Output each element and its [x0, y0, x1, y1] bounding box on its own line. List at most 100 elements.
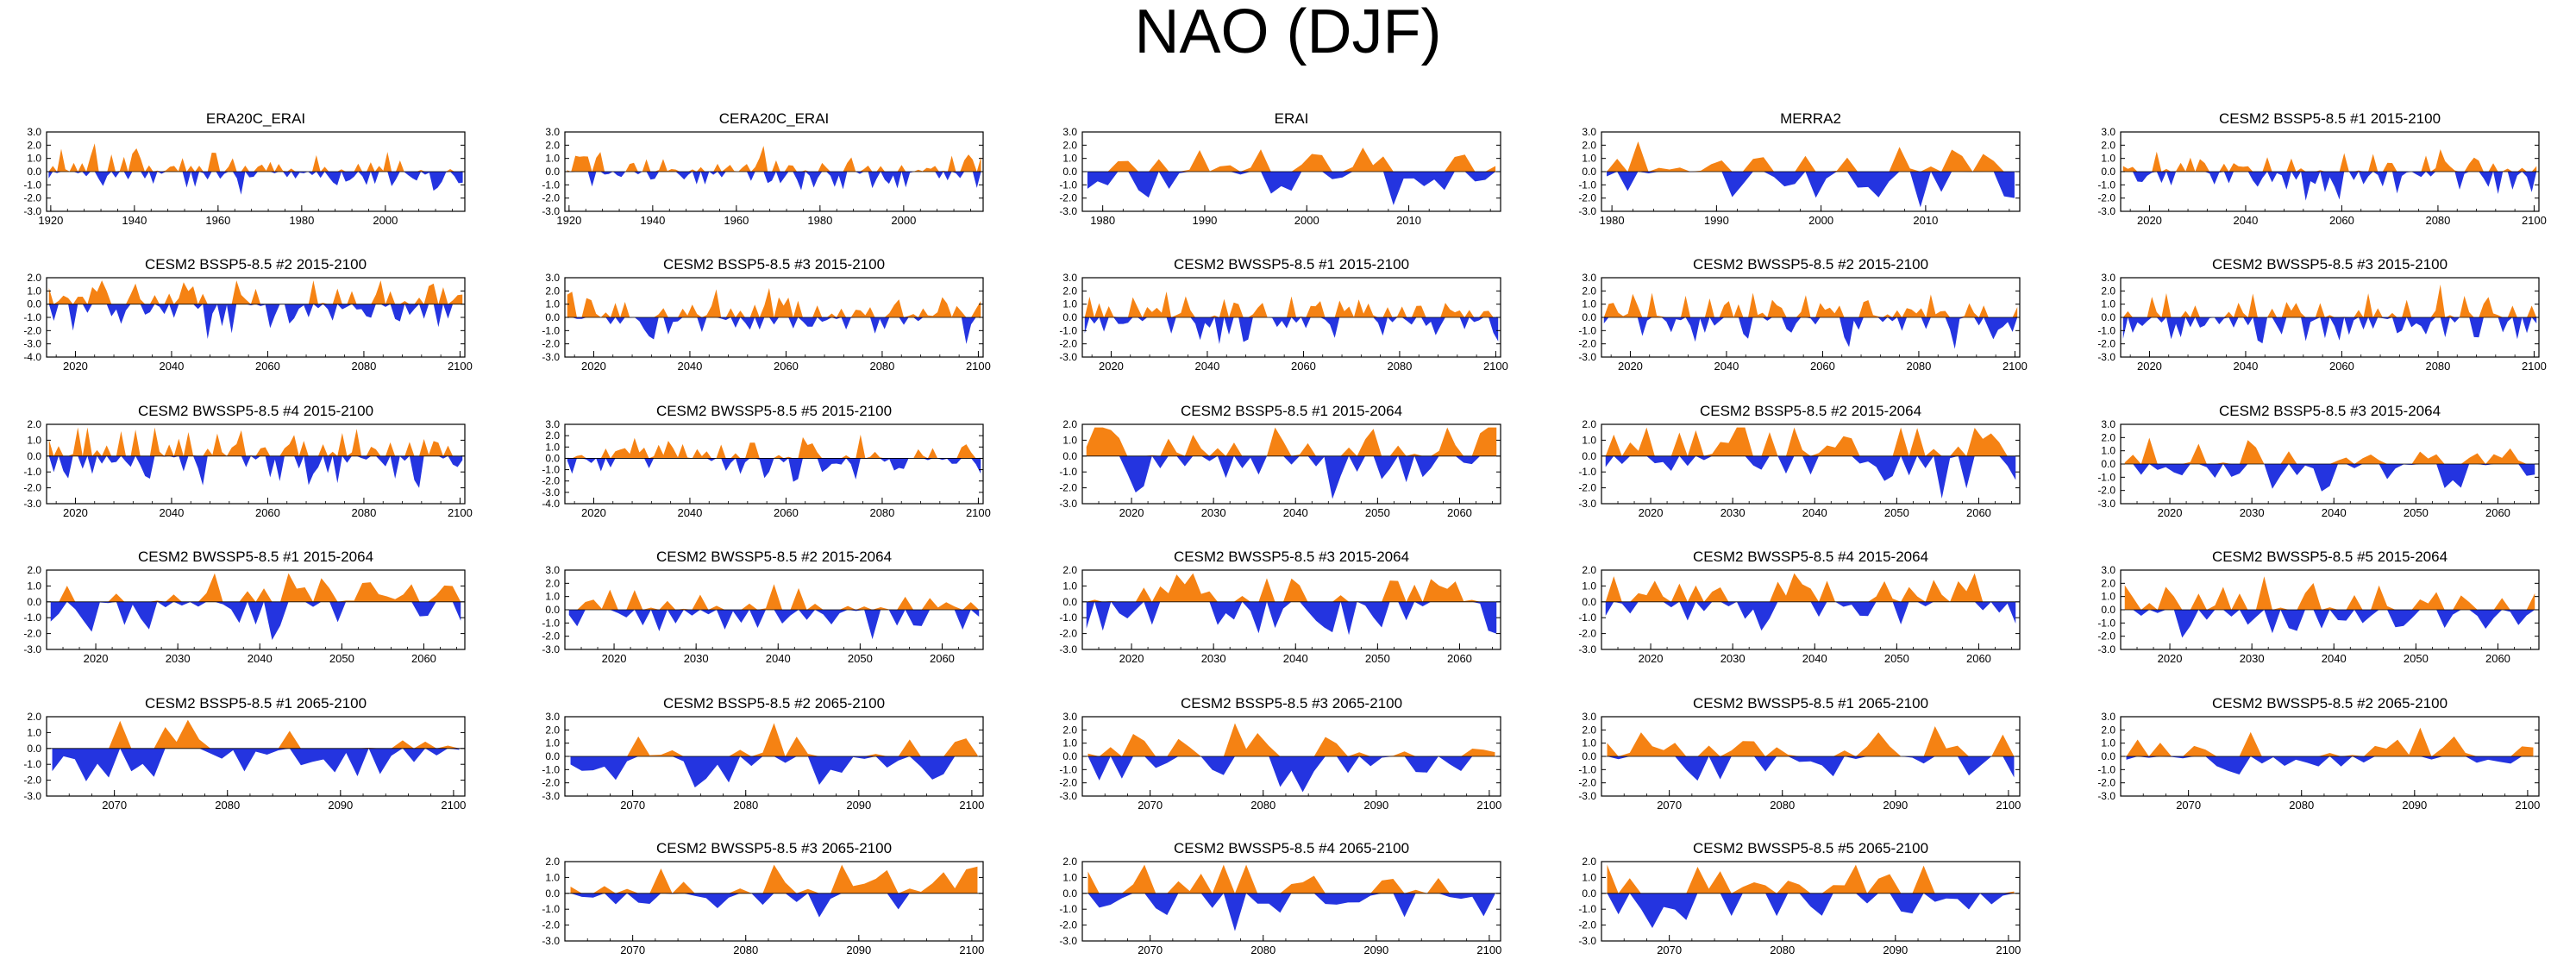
panel-title: CESM2 BWSSP5-8.5 #5 2015-2100: [656, 403, 892, 419]
x-tick-label: 2080: [2289, 799, 2314, 812]
y-tick-label: -1.0: [542, 617, 560, 629]
panel: 3.02.01.00.0-1.0 -2.0-3.0 2020 2040 2060 2080…: [2097, 256, 2547, 373]
y-tick-label: 1.0: [1582, 871, 1596, 883]
positive-area: [2124, 576, 2535, 610]
x-tick-label: 2080: [2425, 214, 2450, 227]
negative-area: [1087, 172, 1496, 205]
y-tick-label: 2.0: [1582, 285, 1596, 297]
y-tick-label: -1.0: [2097, 617, 2115, 629]
y-tick-label: -1.0: [2097, 179, 2115, 191]
y-tick-label: 2.0: [1062, 724, 1077, 736]
y-tick-label: 0.0: [1062, 750, 1077, 762]
positive-area: [1087, 723, 1495, 756]
panel-title: CESM2 BSSP5-8.5 #3 2015-2100: [663, 256, 885, 273]
y-tick-label: -2.0: [23, 482, 41, 494]
x-tick-label: 2090: [2402, 799, 2427, 812]
y-tick-label: -3.0: [23, 338, 41, 350]
y-tick-label: -1.0: [1059, 466, 1077, 478]
positive-area: [48, 427, 463, 456]
positive-area: [1086, 573, 1497, 602]
y-tick-label: 3.0: [2101, 711, 2115, 723]
x-tick-label: 2080: [869, 506, 894, 519]
y-tick-label: 2.0: [27, 711, 41, 723]
x-tick-label: 2080: [733, 799, 758, 812]
panel-title: CESM2 BWSSP5-8.5 #2 2065-2100: [2212, 695, 2448, 712]
x-tick-label: 1960: [205, 214, 230, 227]
y-tick-label: -2.0: [1059, 192, 1077, 204]
x-tick-label: 2060: [1966, 652, 1991, 665]
x-tick-label: 2060: [1810, 360, 1835, 373]
plot-frame: [1081, 861, 1501, 942]
y-tick-label: 1.0: [27, 726, 41, 738]
x-tick-label: 2070: [2176, 799, 2201, 812]
negative-area: [1084, 317, 1499, 345]
y-tick-label: -2.0: [1578, 338, 1596, 350]
positive-area: [1087, 147, 1496, 172]
x-tick-label: 2100: [2515, 799, 2540, 812]
y-tick-label: -1.0: [1578, 763, 1596, 775]
x-tick-label: 2100: [959, 944, 984, 956]
y-tick-label: -2.0: [2097, 630, 2115, 643]
y-tick-label: 1.0: [1062, 871, 1077, 883]
y-tick-label: -1.0: [542, 464, 560, 476]
positive-area: [1086, 427, 1497, 456]
y-tick-label: 2.0: [2101, 577, 2115, 589]
x-tick-label: 2100: [1476, 944, 1501, 956]
x-tick-label: 2100: [966, 360, 991, 373]
panel-title: CESM2 BSSP5-8.5 #2 2015-2100: [145, 256, 367, 273]
y-tick-label: 3.0: [1582, 272, 1596, 284]
plot-frame: [1601, 569, 2021, 650]
panel: 2.0 1.0 0.0 -1.0 -2.0 -3.0 2020 2040 2060 2080 210…: [23, 403, 473, 519]
x-tick-label: 2060: [255, 360, 280, 373]
panel: 3.02.01.00.0-1.0 -2.0-3.0 2020 2040 2060 2080…: [1578, 256, 2028, 373]
x-tick-label: 2060: [411, 652, 436, 665]
negative-area: [567, 458, 981, 482]
x-tick-label: 2090: [1363, 799, 1388, 812]
x-tick-label: 2020: [1119, 652, 1144, 665]
x-tick-label: 2070: [620, 799, 645, 812]
y-tick-label: 0.0: [27, 298, 41, 310]
y-tick-label: 2.0: [1582, 856, 1596, 868]
x-tick-label: 2040: [159, 360, 184, 373]
y-tick-label: 2.0: [1062, 418, 1077, 430]
x-tick-label: 2030: [1201, 652, 1226, 665]
panel: 2.0 1.0 0.0 -1.0 -2.0 -3.0 2020 2030 2040 2050 206…: [23, 549, 466, 665]
positive-area: [567, 434, 981, 459]
x-tick-label: 2050: [2404, 506, 2429, 519]
x-tick-label: 2070: [620, 944, 645, 956]
x-tick-label: 2080: [869, 360, 894, 373]
panel-title: CESM2 BWSSP5-8.5 #5 2065-2100: [1693, 840, 1928, 856]
x-tick-label: 2070: [1138, 799, 1163, 812]
x-tick-label: 1990: [1192, 214, 1217, 227]
panel: 2.0 1.0 0.0 -1.0 -2.0 -3.0 2020 2030 2040 2050 206…: [1578, 549, 2021, 665]
positive-area: [1084, 291, 1499, 317]
positive-area: [1607, 141, 2015, 172]
y-tick-label: 1.0: [2101, 445, 2115, 457]
y-tick-label: 1.0: [1582, 737, 1596, 749]
x-tick-label: 2040: [2233, 360, 2258, 373]
y-tick-label: 1.0: [1062, 580, 1077, 592]
y-tick-label: -3.0: [23, 498, 41, 510]
x-tick-label: 2000: [891, 214, 916, 227]
panel-title: CESM2 BWSSP5-8.5 #4 2015-2064: [1693, 549, 1928, 565]
negative-area: [48, 172, 463, 195]
y-tick-label: 2.0: [1062, 564, 1077, 576]
y-tick-label: -2.0: [542, 630, 560, 643]
y-tick-label: 2.0: [1062, 856, 1077, 868]
x-tick-label: 2040: [2322, 506, 2347, 519]
y-tick-label: 1.0: [1582, 298, 1596, 310]
y-tick-label: 0.0: [2101, 750, 2115, 762]
negative-area: [48, 304, 463, 340]
x-tick-label: 2040: [677, 360, 702, 373]
y-tick-label: -3.0: [1059, 935, 1077, 947]
y-tick-label: -3.0: [542, 486, 560, 499]
y-tick-label: 0.0: [545, 604, 560, 616]
panel: 2.0 1.0 0.0 -1.0 -2.0 -3.0 2070 2080 2090 2100 CES…: [542, 840, 984, 956]
y-tick-label: 1.0: [1582, 580, 1596, 592]
panel-title: CESM2 BSSP5-8.5 #3 2015-2064: [2219, 403, 2441, 419]
x-tick-label: 2070: [1657, 944, 1682, 956]
panel: 3.02.01.00.0-1.0 -2.0-3.0 2070 2080 2090 2100…: [1059, 695, 1501, 812]
x-tick-label: 2080: [351, 360, 376, 373]
x-tick-label: 2080: [1387, 360, 1412, 373]
x-tick-label: 2100: [2522, 360, 2547, 373]
